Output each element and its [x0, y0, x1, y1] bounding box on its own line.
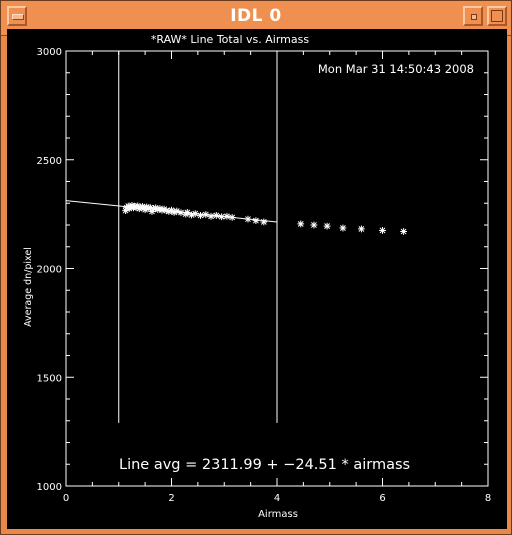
- plot-timestamp: Mon Mar 31 14:50:43 2008: [318, 62, 474, 76]
- data-point: [183, 208, 191, 216]
- data-point: [218, 213, 226, 221]
- fit-equation-annotation: Line avg = 2311.99 + −24.51 * airmass: [119, 457, 410, 473]
- data-point: [244, 215, 252, 223]
- data-point: [212, 212, 220, 219]
- data-point: [191, 210, 199, 218]
- data-point: [148, 208, 156, 215]
- data-point: [154, 206, 162, 213]
- menu-bar-icon: [12, 14, 24, 20]
- window-menu-button[interactable]: [7, 6, 27, 26]
- data-point: [400, 228, 407, 235]
- data-point: [223, 212, 231, 220]
- minimize-button[interactable]: [463, 6, 483, 26]
- x-tick-label: 6: [379, 493, 385, 504]
- data-point: [137, 203, 145, 211]
- data-point: [339, 224, 347, 232]
- data-point: [207, 212, 215, 220]
- data-point: [297, 220, 305, 228]
- x-tick-label: 2: [168, 493, 174, 504]
- data-point: [197, 212, 204, 219]
- y-axis-label: Average dn/pixel: [23, 247, 34, 327]
- y-tick-label: 1000: [37, 482, 62, 493]
- data-point: [228, 213, 236, 221]
- data-point: [158, 206, 166, 214]
- maximize-button[interactable]: [487, 6, 507, 26]
- x-tick-label: 4: [274, 493, 280, 504]
- y-tick-label: 1500: [37, 373, 62, 384]
- data-point: [124, 202, 132, 210]
- data-point: [141, 206, 149, 214]
- data-point: [260, 218, 268, 226]
- data-point: [252, 217, 260, 225]
- data-point: [147, 204, 154, 211]
- x-axis-label: Airmass: [258, 509, 298, 520]
- data-point: [145, 205, 153, 212]
- data-point: [128, 202, 136, 209]
- data-point: [188, 211, 195, 219]
- data-point: [358, 225, 365, 233]
- data-point: [177, 209, 185, 217]
- data-point: [379, 227, 386, 234]
- data-point: [170, 208, 178, 216]
- plot-canvas: *RAW* Line Total vs. Airmass Mon Mar 31 …: [7, 29, 507, 529]
- data-point: [150, 205, 157, 213]
- plot-axes: 0 2 4 6 8 1000 1500 2000 2500 3000: [37, 47, 492, 504]
- data-point: [173, 207, 181, 215]
- window-title: IDL 0: [230, 6, 282, 26]
- data-point: [310, 221, 318, 229]
- data-point: [202, 211, 210, 218]
- plot-marks: [65, 51, 407, 423]
- y-tick-label: 3000: [37, 47, 62, 58]
- y-tick-label: 2000: [37, 265, 62, 276]
- scatter-plot: *RAW* Line Total vs. Airmass Mon Mar 31 …: [23, 33, 492, 520]
- y-tick-label: 2500: [37, 156, 62, 167]
- x-tick-label: 0: [63, 493, 69, 504]
- minimize-icon: [471, 14, 477, 20]
- data-point: [122, 207, 130, 215]
- data-point: [165, 208, 173, 215]
- x-tick-label: 8: [485, 493, 491, 504]
- data-point: [323, 222, 331, 230]
- data-point: [134, 202, 142, 210]
- chart-title: *RAW* Line Total vs. Airmass: [151, 33, 309, 46]
- data-point: [162, 207, 170, 215]
- maximize-icon: [491, 10, 503, 22]
